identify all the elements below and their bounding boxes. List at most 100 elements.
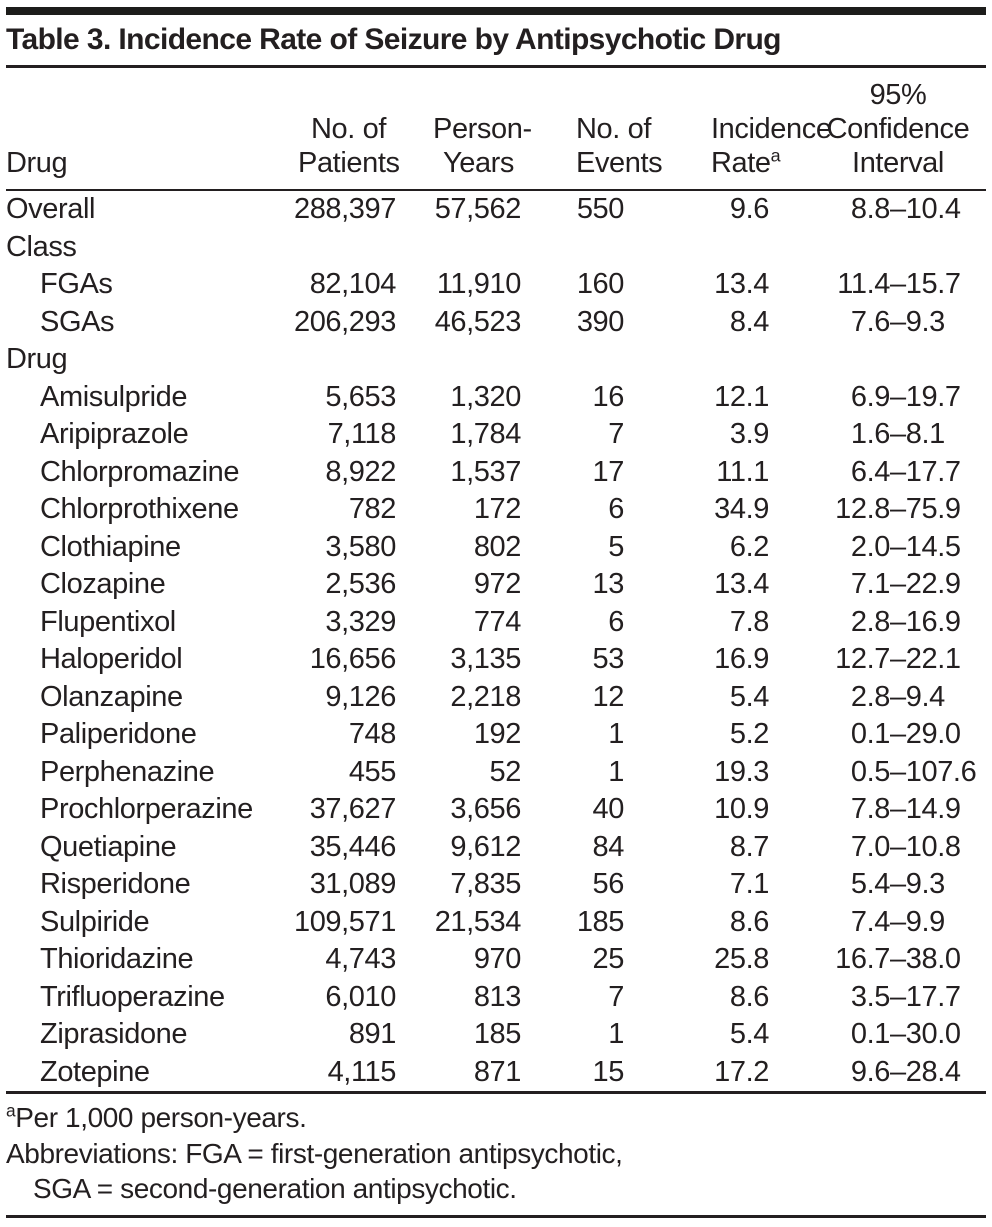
ci-dash: –	[890, 1018, 906, 1050]
drug-cell: Aripiprazole	[6, 416, 292, 454]
patients-value: 288,397	[293, 193, 396, 225]
table-row: Prochlorperazine 37,627 3,656 40 10.9 7.…	[6, 791, 986, 829]
header-line: Incidence	[711, 113, 832, 145]
incidence-rate-value: 5.4	[729, 1018, 770, 1050]
incidence-rate-value: 8.7	[729, 830, 770, 863]
person-years-value: 11,910	[436, 268, 522, 300]
table-row: Chlorpromazine 8,922 1,537 17 11.1 6.4–1…	[6, 454, 986, 492]
confidence-interval-value: 0.1–30.0	[772, 1016, 986, 1054]
incidence-rate-value: 11.1	[716, 455, 769, 488]
ci-dash: –	[890, 418, 906, 450]
drug-name: Aripiprazole	[40, 418, 189, 450]
ci-dash: –	[890, 643, 906, 675]
incidence-rate-value: 25.8	[714, 943, 769, 975]
ci-low-value: 0.5	[850, 755, 891, 788]
person-years-value: 192	[473, 718, 522, 750]
events-value: 1	[608, 755, 624, 788]
incidence-rate-value: 19.3	[714, 755, 769, 788]
bottom-rule	[6, 1214, 986, 1218]
confidence-interval-value: 7.0–10.8	[772, 829, 986, 867]
events-value: 56	[592, 868, 625, 900]
incidence-rate-value: 3.9	[729, 418, 770, 450]
footnote-rule	[6, 1091, 986, 1094]
drug-cell: Paliperidone	[6, 716, 292, 754]
incidence-rate-value: 8.6	[729, 980, 770, 1013]
ci-dash: –	[890, 455, 906, 488]
events-value: 12	[592, 680, 625, 713]
incidence-rate-value	[627, 341, 772, 379]
incidence-rate-value: 9.6	[729, 193, 770, 225]
patients-value: 748	[348, 718, 397, 750]
incidence-rate-value	[627, 229, 772, 267]
ci-low-value: 2.8	[850, 605, 891, 638]
drug-cell: Zotepine	[6, 1054, 292, 1092]
ci-high-value: 15.7	[905, 268, 961, 300]
incidence-rate-value: 12.1	[714, 380, 769, 413]
header-line: No. of	[576, 113, 651, 145]
drug-name: Prochlorperazine	[40, 793, 253, 825]
footnotes: aPer 1,000 person-years. Abbreviations: …	[6, 1094, 986, 1215]
header-line: Patients	[298, 147, 400, 179]
drug-cell: Amisulpride	[6, 379, 292, 417]
incidence-rate-value: 16.9	[714, 643, 769, 675]
ci-dash: –	[890, 568, 906, 600]
ci-dash: –	[890, 793, 906, 825]
confidence-interval-value: 5.4–9.3	[772, 866, 986, 904]
confidence-interval-value: 2.8–9.4	[772, 679, 986, 717]
title-rule	[6, 65, 986, 68]
patients-value: 35,446	[309, 830, 397, 863]
drug-name: Clothiapine	[40, 530, 181, 563]
drug-cell: Olanzapine	[6, 679, 292, 717]
drug-name: Haloperidol	[40, 643, 183, 675]
drug-cell: SGAs	[6, 304, 292, 342]
ci-dash: –	[890, 268, 906, 300]
table-row: Amisulpride 5,653 1,320 16 12.1 6.9–19.7	[6, 379, 986, 417]
drug-name: Ziprasidone	[40, 1018, 188, 1050]
column-header-drug: Drug	[6, 68, 292, 191]
ci-high-value: 17.7	[905, 980, 961, 1013]
events-value	[524, 341, 627, 379]
table-row: Ziprasidone 891 185 1 5.4 0.1–30.0	[6, 1016, 986, 1054]
ci-dash: –	[890, 830, 906, 863]
drug-cell: Ziprasidone	[6, 1016, 292, 1054]
ci-low-value: 7.4	[850, 905, 891, 938]
ci-dash: –	[890, 980, 906, 1013]
drug-cell: Trifluoperazine	[6, 979, 292, 1017]
ci-high-value: 28.4	[905, 1055, 961, 1088]
table-row: Olanzapine 9,126 2,218 12 5.4 2.8–9.4	[6, 679, 986, 717]
confidence-interval-value: 9.6–28.4	[772, 1054, 986, 1092]
ci-low-value: 7.6	[850, 305, 891, 338]
ci-low-value: 7.1	[850, 568, 891, 600]
ci-high-value: 16.9	[905, 605, 961, 638]
events-value: 17	[592, 455, 625, 488]
drug-name: Risperidone	[40, 868, 191, 900]
ci-dash: –	[890, 905, 906, 938]
confidence-interval-value: 16.7–38.0	[772, 941, 986, 979]
table-row: Clothiapine 3,580 802 5 6.2 2.0–14.5	[6, 529, 986, 567]
table-row: Quetiapine 35,446 9,612 84 8.7 7.0–10.8	[6, 829, 986, 867]
ci-high-value: 107.6	[905, 755, 977, 788]
header-line: No. of	[311, 113, 386, 145]
patients-value: 9,126	[325, 680, 396, 713]
person-years-value: 185	[473, 1018, 522, 1050]
ci-low-value: 12.7	[835, 643, 890, 675]
events-value: 160	[576, 268, 625, 300]
events-value: 40	[592, 793, 625, 825]
drug-cell: Class	[6, 229, 292, 267]
confidence-interval-value: 12.8–75.9	[772, 491, 986, 529]
table-header: Drug No. of Patients Person- Years No. o…	[6, 68, 986, 191]
person-years-value: 813	[473, 980, 522, 1013]
table-title: Table 3. Incidence Rate of Seizure by An…	[6, 23, 782, 56]
table-row: Zotepine 4,115 871 15 17.2 9.6–28.4	[6, 1054, 986, 1092]
events-value: 7	[608, 980, 624, 1013]
incidence-rate-value: 5.4	[729, 680, 770, 713]
person-years-value: 1,537	[450, 455, 521, 488]
ci-low-value: 2.0	[850, 530, 891, 563]
person-years-value: 970	[473, 943, 522, 975]
table-row: Flupentixol 3,329 774 6 7.8 2.8–16.9	[6, 604, 986, 642]
header-line: Person-	[433, 113, 532, 145]
ci-dash: –	[890, 755, 906, 788]
ci-dash: –	[890, 680, 906, 713]
person-years-value: 972	[473, 568, 522, 600]
drug-name: Chlorpromazine	[40, 455, 240, 488]
